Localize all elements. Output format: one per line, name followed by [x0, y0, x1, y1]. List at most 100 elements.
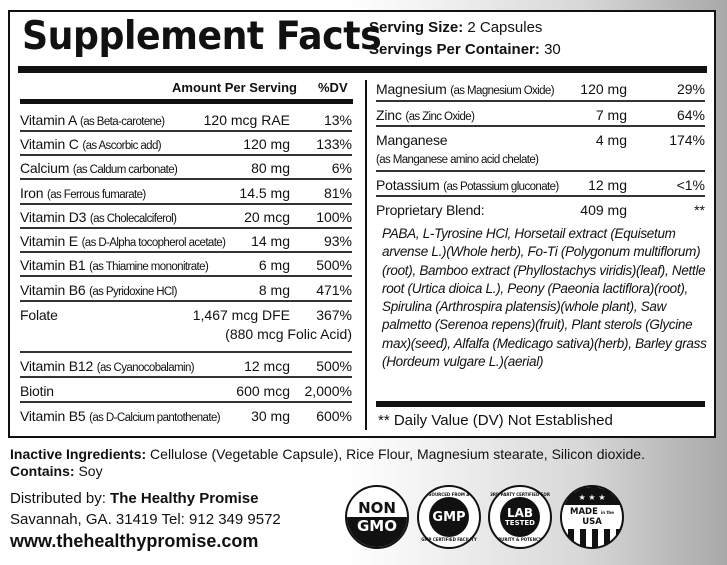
- nutrient-dv: 174%: [669, 132, 705, 148]
- made-in-usa-badge: ★ ★ ★ MADE in the USA: [560, 485, 624, 549]
- nutrient-source: (as Manganese amino acid chelate): [376, 154, 539, 166]
- amount-header: Amount Per Serving: [172, 80, 297, 95]
- nutrient-amount: 600 mcg: [236, 383, 290, 399]
- nutrient-name: Vitamin B5 (as D-Calcium pantothenate): [20, 407, 221, 427]
- inactive-label: Inactive Ingredients:: [10, 446, 147, 462]
- address: Savannah, GA. 31419 Tel: 912 349 9572: [10, 511, 281, 528]
- serving-size: Serving Size: 2 Capsules: [369, 19, 542, 36]
- nutrient-dv: 93%: [323, 233, 352, 249]
- nutrient-label: Vitamin B12: [20, 358, 94, 374]
- nutrient-amount: 120 mg: [580, 81, 627, 97]
- distributed-label: Distributed by:: [10, 490, 106, 507]
- gmp-bottom-text: GMP CERTIFIED FACILITY: [421, 537, 477, 542]
- nutrient-name: Iron (as Ferrous fumarate): [20, 184, 146, 204]
- serving-size-label: Serving Size:: [369, 19, 464, 36]
- nutrient-label: Magnesium: [376, 81, 447, 97]
- nutrient-label: Vitamin B6: [20, 282, 86, 298]
- nutrient-dv: 367%: [316, 307, 352, 323]
- nutrient-label: Calcium: [20, 160, 70, 176]
- nutrient-name: Calcium (as Caldum carbonate): [20, 159, 178, 179]
- nutrient-amount: 80 mg: [251, 160, 290, 176]
- servings-per-container: Servings Per Container: 30: [369, 41, 561, 58]
- nutrient-amount: 120 mg: [243, 136, 290, 152]
- nutrient-amount: 409 mg: [580, 202, 627, 218]
- nutrient-label: Vitamin D3: [20, 209, 87, 225]
- nutrient-dv: 500%: [316, 358, 352, 374]
- nutrient-source: (as Caldum carbonate): [72, 164, 178, 176]
- nutrient-amount: 8 mg: [258, 282, 290, 298]
- website-link[interactable]: www.thehealthypromise.com: [10, 531, 259, 551]
- nutrient-amount: 4 mg: [595, 132, 627, 148]
- row-divider: [376, 170, 705, 172]
- nutrient-label: Vitamin A: [20, 112, 77, 128]
- inactive-ingredients: Inactive Ingredients: Cellulose (Vegetab…: [10, 446, 645, 462]
- lab-bottom-text: PURITY & POTENCY: [498, 537, 542, 542]
- nutrient-dv: 64%: [676, 107, 705, 123]
- nutrient-dv: 81%: [323, 185, 352, 201]
- dv-note: ** Daily Value (DV) Not Established: [378, 412, 613, 429]
- nutrient-source: (as Ferrous fumarate): [47, 189, 146, 201]
- distributor: Distributed by: The Healthy Promise: [10, 490, 258, 507]
- nutrient-source: (as Thiamine mononitrate): [89, 261, 209, 273]
- nutrient-dv: 13%: [323, 112, 352, 128]
- row-divider: [20, 251, 352, 253]
- lab-tested-badge: 3RD PARTY CERTIFIED FOR LAB TESTED PURITY…: [488, 485, 552, 549]
- header-divider: [18, 66, 707, 73]
- row-divider: [20, 351, 352, 353]
- nutrient-label: Iron: [20, 185, 44, 201]
- row-divider: [20, 275, 352, 277]
- proprietary-blend-ingredients: PABA, L-Tyrosine HCl, Horsetail extract …: [382, 226, 707, 370]
- row-divider: [20, 203, 352, 205]
- nutrient-dv: <1%: [676, 177, 705, 193]
- contains-value: Soy: [78, 463, 103, 479]
- nutrient-source: (as Pyridoxine HCl): [89, 286, 177, 298]
- nutrient-amount: 7 mg: [595, 107, 627, 123]
- nutrient-label: Biotin: [20, 383, 54, 399]
- nutrient-name: Folate: [20, 306, 58, 326]
- gmp-center-text: GMP: [429, 497, 469, 537]
- row-divider: [20, 376, 352, 378]
- nutrient-source: (as Zinc Oxide): [405, 111, 475, 123]
- contains-label: Contains:: [10, 463, 75, 479]
- nutrient-name: Vitamin B1 (as Thiamine mononitrate): [20, 256, 209, 276]
- nutrient-dv: 500%: [316, 257, 352, 273]
- nutrient-amount: 6 mg: [258, 257, 290, 273]
- nutrient-dv: 29%: [676, 81, 705, 97]
- supplement-facts-panel: [8, 10, 716, 438]
- nutrient-name: Proprietary Blend:: [376, 201, 485, 221]
- servings-value: 30: [544, 41, 561, 58]
- non-text: NON: [358, 499, 396, 517]
- in-the-text: in the: [600, 510, 614, 515]
- nutrient-label: Vitamin B1: [20, 257, 86, 273]
- nutrient-dv: **: [694, 202, 705, 218]
- row-divider: [20, 178, 352, 180]
- serving-size-value: 2 Capsules: [467, 19, 543, 36]
- row-divider: [20, 154, 352, 156]
- contains: Contains: Soy: [10, 463, 103, 479]
- row-divider: [376, 195, 705, 197]
- nutrient-label: Proprietary Blend:: [376, 202, 485, 218]
- row-divider: [20, 401, 352, 403]
- nutrient-label: Zinc: [376, 107, 402, 123]
- nutrient-name: Vitamin A (as Beta-carotene): [20, 111, 165, 131]
- nutrient-source: (as Cholecalciferol): [89, 213, 177, 225]
- column-divider: [365, 80, 367, 430]
- nutrient-dv: 600%: [316, 408, 352, 424]
- nutrient-label: Manganese: [376, 132, 448, 148]
- servings-label: Servings Per Container:: [369, 41, 540, 58]
- nutrient-name: Vitamin B12 (as Cyanocobalamin): [20, 357, 195, 377]
- lab-text: LAB: [506, 506, 534, 520]
- stars-icon: ★ ★ ★: [562, 487, 622, 507]
- nutrient-name: Magnesium (as Magnesium Oxide): [376, 80, 555, 100]
- nutrient-amount: 14.5 mg: [239, 185, 290, 201]
- row-divider: [376, 100, 705, 102]
- nutrient-name: Vitamin D3 (as Cholecalciferol): [20, 208, 177, 228]
- nutrient-amount: 1,467 mcg DFE: [192, 307, 290, 323]
- usa-text: USA: [582, 517, 602, 527]
- nutrient-name: Vitamin E (as D-Alpha tocopherol acetate…: [20, 232, 226, 252]
- nutrient-source: (as D-Alpha tocopherol acetate): [81, 237, 226, 249]
- dv-header: %DV: [318, 80, 348, 95]
- row-divider: [20, 227, 352, 229]
- row-divider: [376, 125, 705, 127]
- panel-title: Supplement Facts: [22, 14, 382, 59]
